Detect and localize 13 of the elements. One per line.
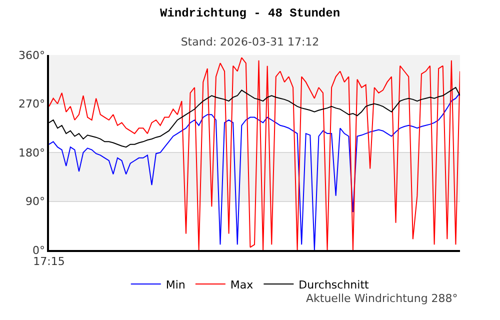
y-tick-label: 360° [18, 48, 46, 62]
legend-label: Max [230, 278, 254, 292]
chart-title: Windrichtung - 48 Stunden [160, 6, 340, 20]
line-series [49, 57, 460, 250]
text: Aktuelle Windrichtung 288° [306, 292, 458, 305]
y-tick-label: 0° [32, 244, 46, 257]
y-tick-label: 180° [18, 146, 46, 160]
x-tick-label: 17:15 [33, 254, 65, 268]
y-tick-label: 90° [26, 195, 46, 208]
legend-label: Durchschnitt [298, 278, 370, 292]
y-tick-label: 270° [18, 98, 46, 111]
legend-label: Min [166, 278, 186, 292]
chart-subtitle: Stand: 2026-03-31 17:12 [180, 36, 320, 49]
